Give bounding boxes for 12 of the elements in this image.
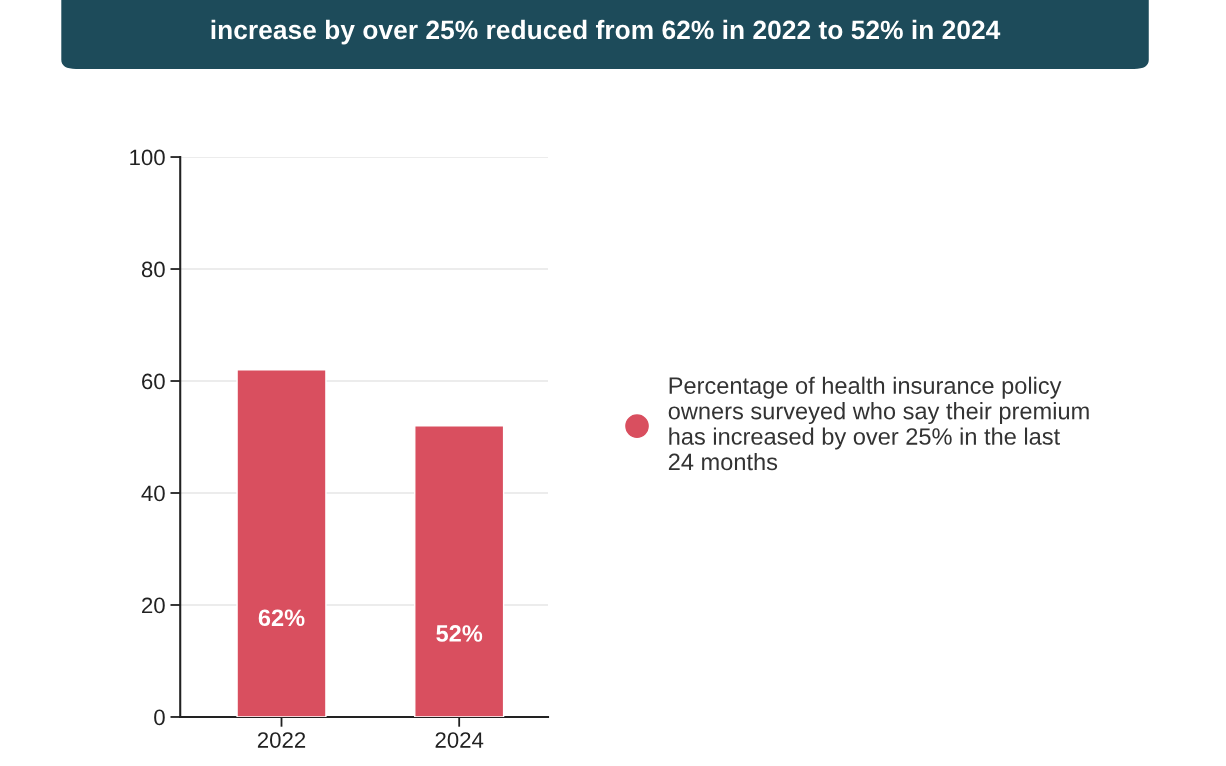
data-label: 52% bbox=[436, 625, 483, 642]
x-tick-label: 2024 bbox=[435, 732, 484, 748]
data-label: 62% bbox=[258, 609, 305, 627]
y-tick-label: 80 bbox=[141, 261, 165, 278]
x-tick-label: 2022 bbox=[257, 732, 306, 748]
legend-label: Percentage of health insurance policy owners surveyed who say their premium has increased by over 25% in the last 24 months bbox=[668, 376, 1089, 471]
y-tick-label: 0 bbox=[154, 709, 165, 726]
text: increase by over 25% reduced from 62% in 2022 to 52% in 2024 bbox=[211, 19, 1001, 45]
y-tick-label: 100 bbox=[130, 149, 165, 166]
y-tick-label: 60 bbox=[142, 373, 165, 390]
y-tick-label: 20 bbox=[142, 597, 165, 614]
y-tick-label: 40 bbox=[141, 485, 165, 502]
